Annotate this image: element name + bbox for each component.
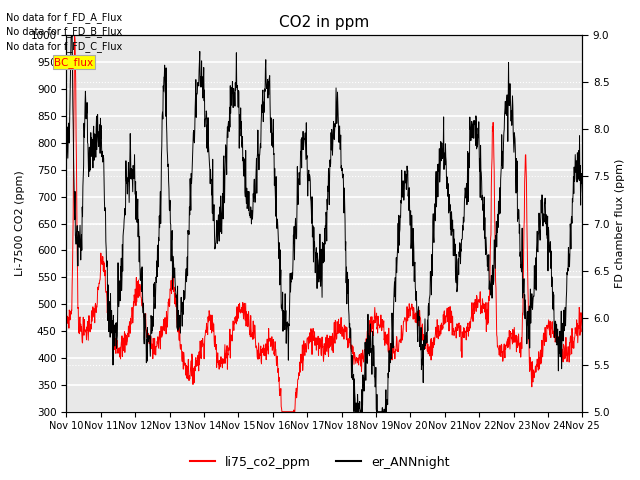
er_ANNnight [236,145,243,151]
Text: No data for f_FD_C_Flux: No data for f_FD_C_Flux [6,41,123,52]
Text: BC_flux: BC_flux [54,57,93,68]
li75_co2_ppm [278,409,285,415]
er_ANNnight [472,116,480,122]
er_ANNnight [68,33,76,38]
er_ANNnight [350,409,358,415]
er_ANNnight [579,189,586,195]
Legend: li75_co2_ppm, er_ANNnight: li75_co2_ppm, er_ANNnight [186,451,454,474]
er_ANNnight [165,186,173,192]
er_ANNnight [63,162,70,168]
Line: li75_co2_ppm: li75_co2_ppm [67,36,582,412]
li75_co2_ppm [165,296,173,302]
Line: er_ANNnight: er_ANNnight [67,36,582,412]
Title: CO2 in ppm: CO2 in ppm [279,15,369,30]
li75_co2_ppm [579,325,586,331]
er_ANNnight [405,207,413,213]
li75_co2_ppm [63,307,70,313]
Text: No data for f_FD_A_Flux: No data for f_FD_A_Flux [6,12,122,23]
li75_co2_ppm [472,309,480,314]
li75_co2_ppm [405,314,413,320]
er_ANNnight [178,307,186,313]
Text: No data for f_FD_B_Flux: No data for f_FD_B_Flux [6,26,123,37]
er_ANNnight [518,262,525,268]
li75_co2_ppm [518,346,525,351]
li75_co2_ppm [236,309,243,314]
li75_co2_ppm [178,346,186,352]
Y-axis label: FD chamber flux (ppm): FD chamber flux (ppm) [615,159,625,288]
Y-axis label: Li-7500 CO2 (ppm): Li-7500 CO2 (ppm) [15,170,25,276]
li75_co2_ppm [71,34,79,39]
